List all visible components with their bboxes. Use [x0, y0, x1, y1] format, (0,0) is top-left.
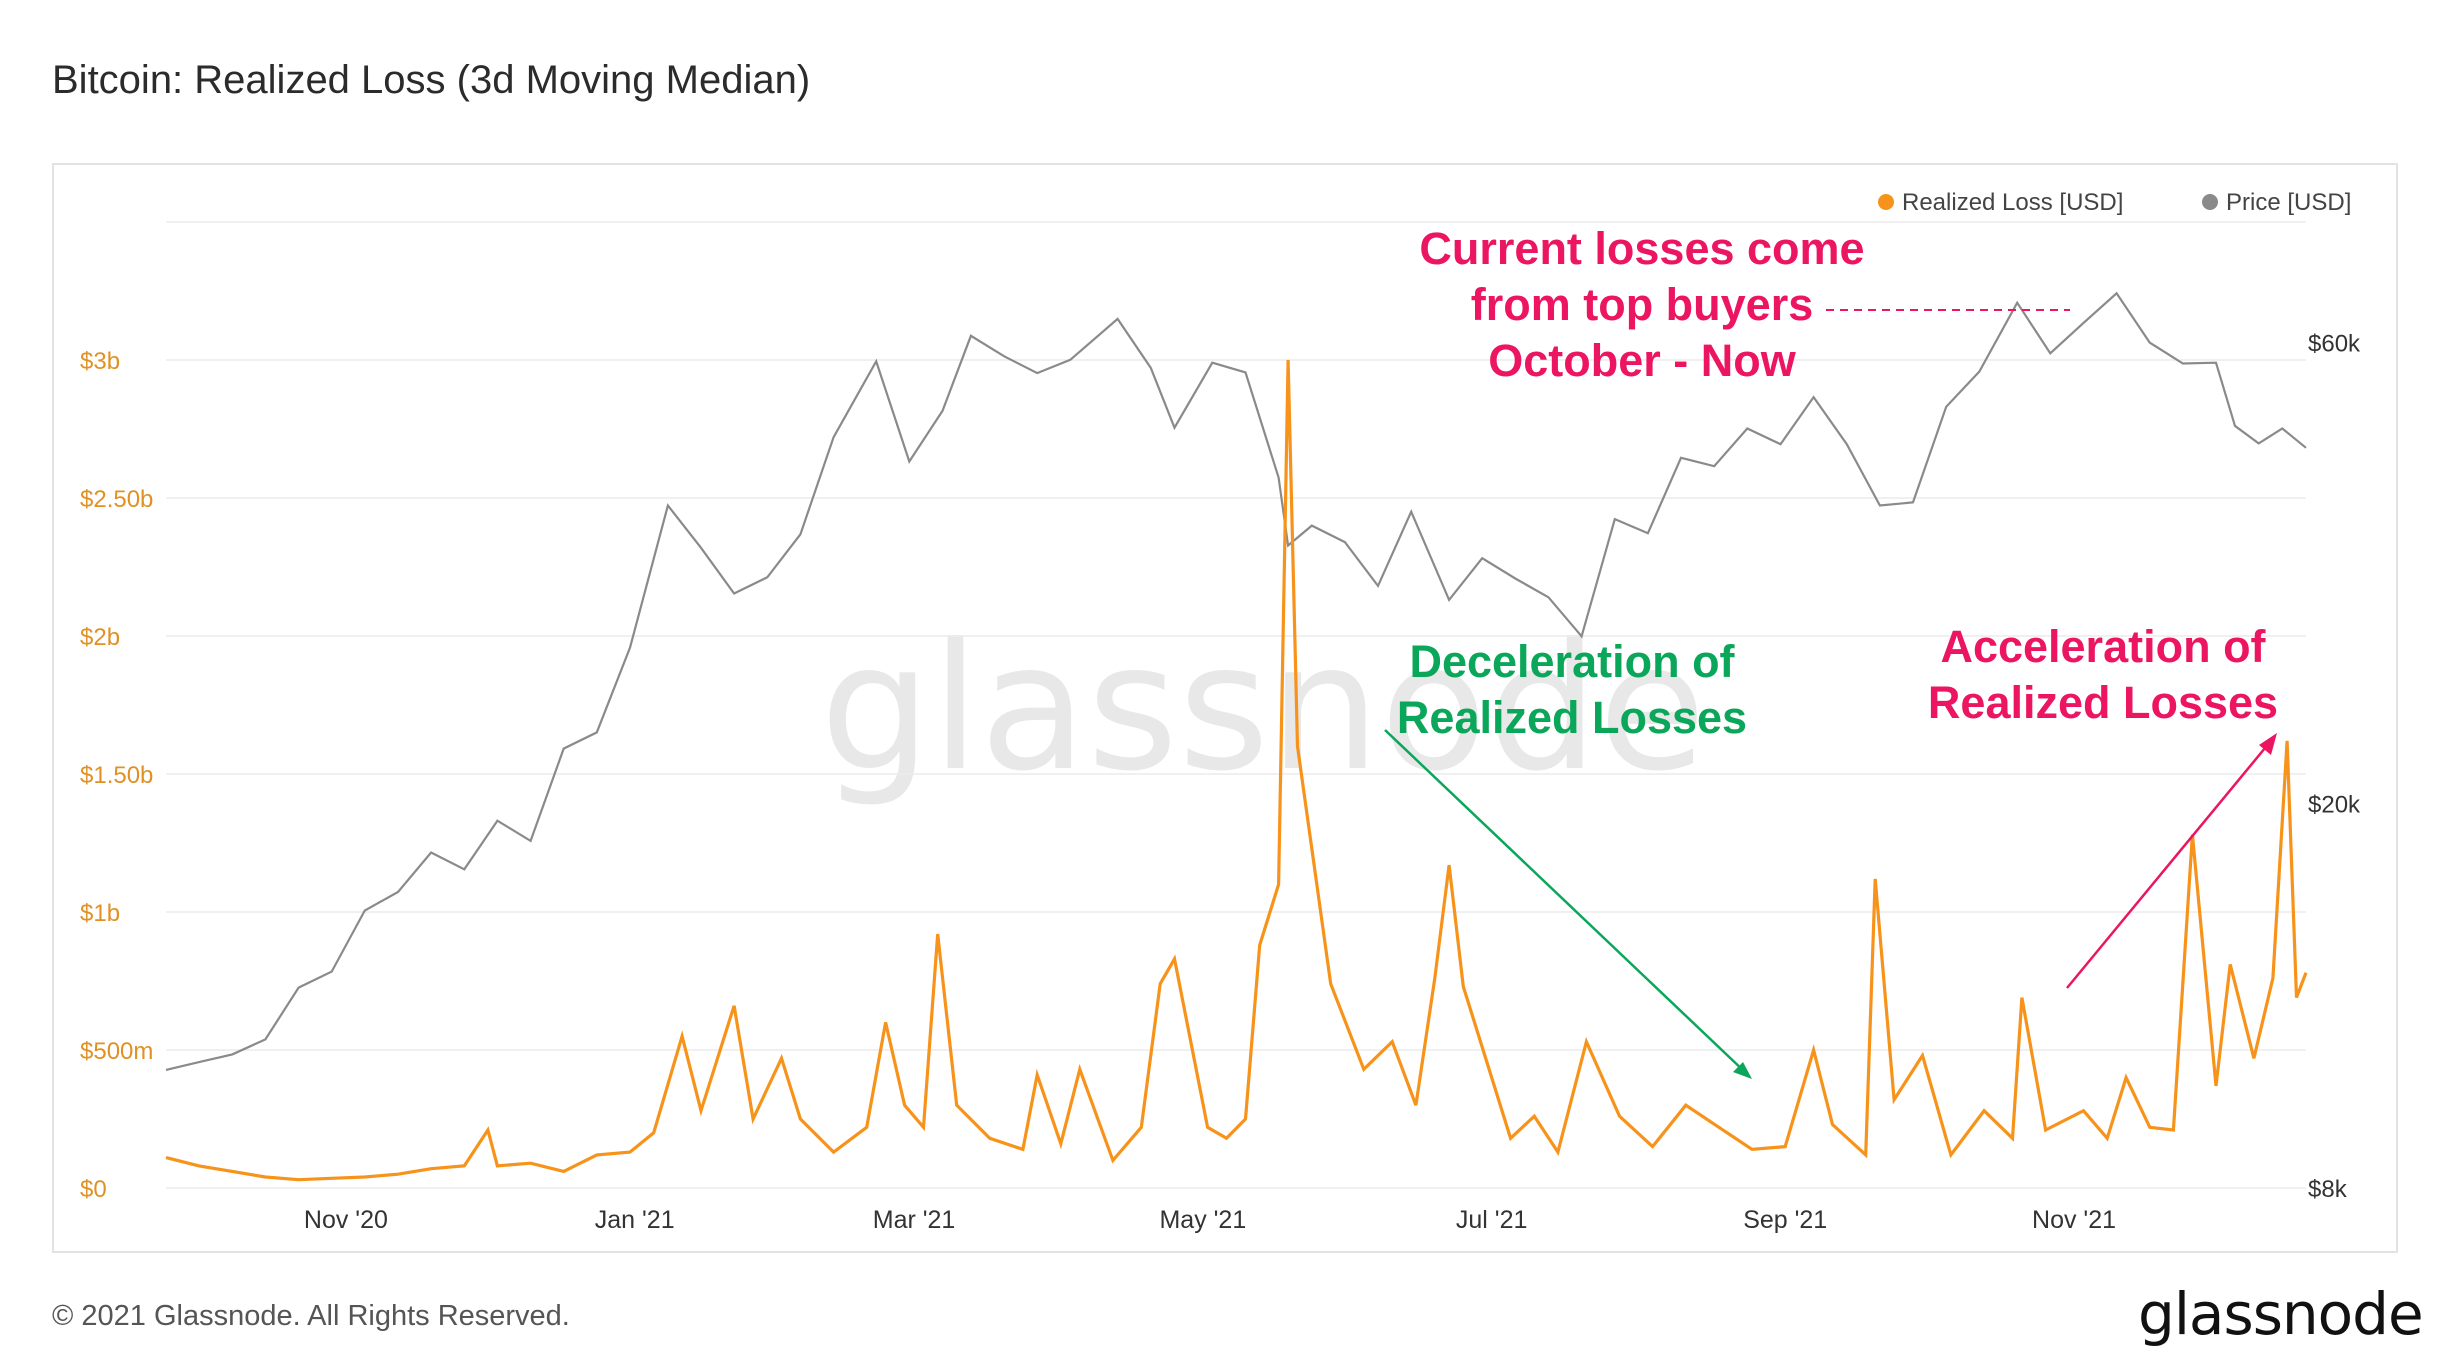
legend-label-price[interactable]: Price [USD] — [2226, 189, 2351, 216]
annotation-deceleration-line2: Realized Losses — [1397, 692, 1747, 743]
annotation-acceleration: Acceleration of Realized Losses — [1928, 621, 2278, 989]
legend-label-loss[interactable]: Realized Loss [USD] — [1902, 189, 2123, 216]
y-right-tick-label: $8k — [2308, 1176, 2348, 1203]
chart-panel — [52, 163, 2398, 1253]
x-tick-label: Nov '20 — [304, 1206, 388, 1234]
x-tick-label: Nov '21 — [2032, 1206, 2116, 1234]
y-right-tick-label: $60k — [2308, 331, 2361, 358]
chart-title: Bitcoin: Realized Loss (3d Moving Median… — [52, 58, 811, 102]
legend-swatch-price — [2202, 194, 2218, 210]
annotation-top-buyers-line1: Current losses come — [1419, 223, 1864, 274]
annotation-acceleration-line1: Acceleration of — [1940, 621, 2266, 672]
grid-lines — [166, 221, 2306, 1189]
y-left-tick-label: $500m — [80, 1038, 153, 1065]
y-left-tick-label: $1.50b — [80, 762, 153, 789]
x-tick-label: May '21 — [1159, 1206, 1246, 1234]
annotation-deceleration-arrowhead — [1733, 1062, 1752, 1079]
price-series-line — [165, 291, 2307, 1071]
loss-series-line — [165, 359, 2308, 1182]
y-left-tick-label: $2b — [80, 624, 120, 651]
glassnode-logo: glassnode — [2138, 1280, 2424, 1348]
annotation-acceleration-line2: Realized Losses — [1928, 677, 2278, 728]
y-right-tick-label: $20k — [2308, 792, 2361, 819]
annotation-top-buyers: Current losses come from top buyers Octo… — [1419, 223, 2070, 386]
annotation-acceleration-arrow — [2066, 741, 2271, 989]
copyright-footer: © 2021 Glassnode. All Rights Reserved. — [52, 1300, 570, 1332]
legend: Realized Loss [USD] Price [USD] — [1878, 189, 2351, 216]
annotation-deceleration-arrow — [1384, 729, 1747, 1074]
y-axis-left: $0 $500m $1b $1.50b $2b $2.50b $3b — [80, 348, 153, 1203]
y-left-tick-label: $0 — [80, 1176, 107, 1203]
watermark-text: glassnode — [820, 607, 1706, 810]
y-axis-right: $8k $20k $60k — [2308, 331, 2361, 1203]
y-left-tick-label: $3b — [80, 348, 120, 375]
annotation-deceleration: Deceleration of Realized Losses — [1384, 636, 1752, 1079]
y-left-tick-label: $2.50b — [80, 486, 153, 513]
y-left-tick-label: $1b — [80, 900, 120, 927]
x-tick-label: Mar '21 — [873, 1206, 956, 1234]
annotation-top-buyers-line2: from top buyers — [1471, 279, 1814, 330]
annotation-deceleration-line1: Deceleration of — [1409, 636, 1735, 687]
x-tick-label: Jul '21 — [1456, 1206, 1527, 1234]
annotation-top-buyers-line3: October - Now — [1488, 335, 1797, 386]
x-tick-label: Jan '21 — [595, 1206, 675, 1234]
x-axis: Nov '20 Jan '21 Mar '21 May '21 Jul '21 Sep '… — [304, 1206, 2116, 1234]
annotation-acceleration-arrowhead — [2259, 733, 2277, 755]
legend-swatch-loss — [1878, 194, 1894, 210]
x-tick-label: Sep '21 — [1743, 1206, 1827, 1234]
